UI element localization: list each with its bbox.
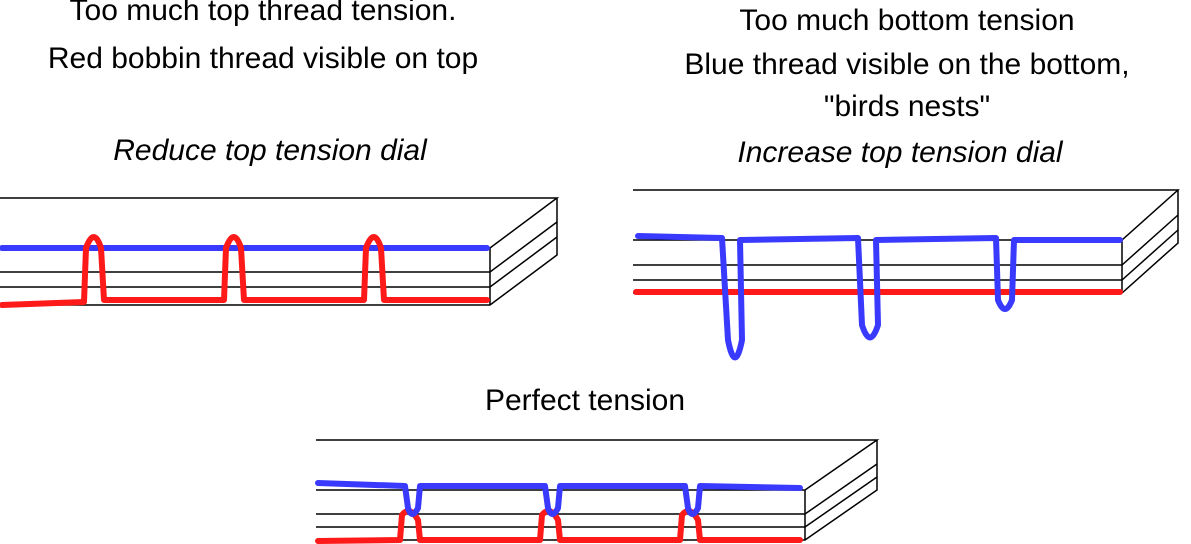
top-thread xyxy=(635,233,1123,361)
panel-line: "birds nests" xyxy=(824,90,990,123)
panel-line: Blue thread visible on the bottom, xyxy=(684,48,1129,81)
panel-line: Too much bottom tension xyxy=(739,4,1074,37)
perfect-title: Perfect tension xyxy=(485,384,685,417)
top-thread xyxy=(315,480,803,517)
bobbin-thread xyxy=(315,508,803,544)
panel-line: Red bobbin thread visible on top xyxy=(48,42,478,75)
instruction: Increase top tension dial xyxy=(737,136,1064,169)
instruction: Reduce top tension dial xyxy=(113,134,428,167)
panel-line: Too much top thread tension. xyxy=(70,0,457,27)
bobbin-thread xyxy=(0,234,490,308)
